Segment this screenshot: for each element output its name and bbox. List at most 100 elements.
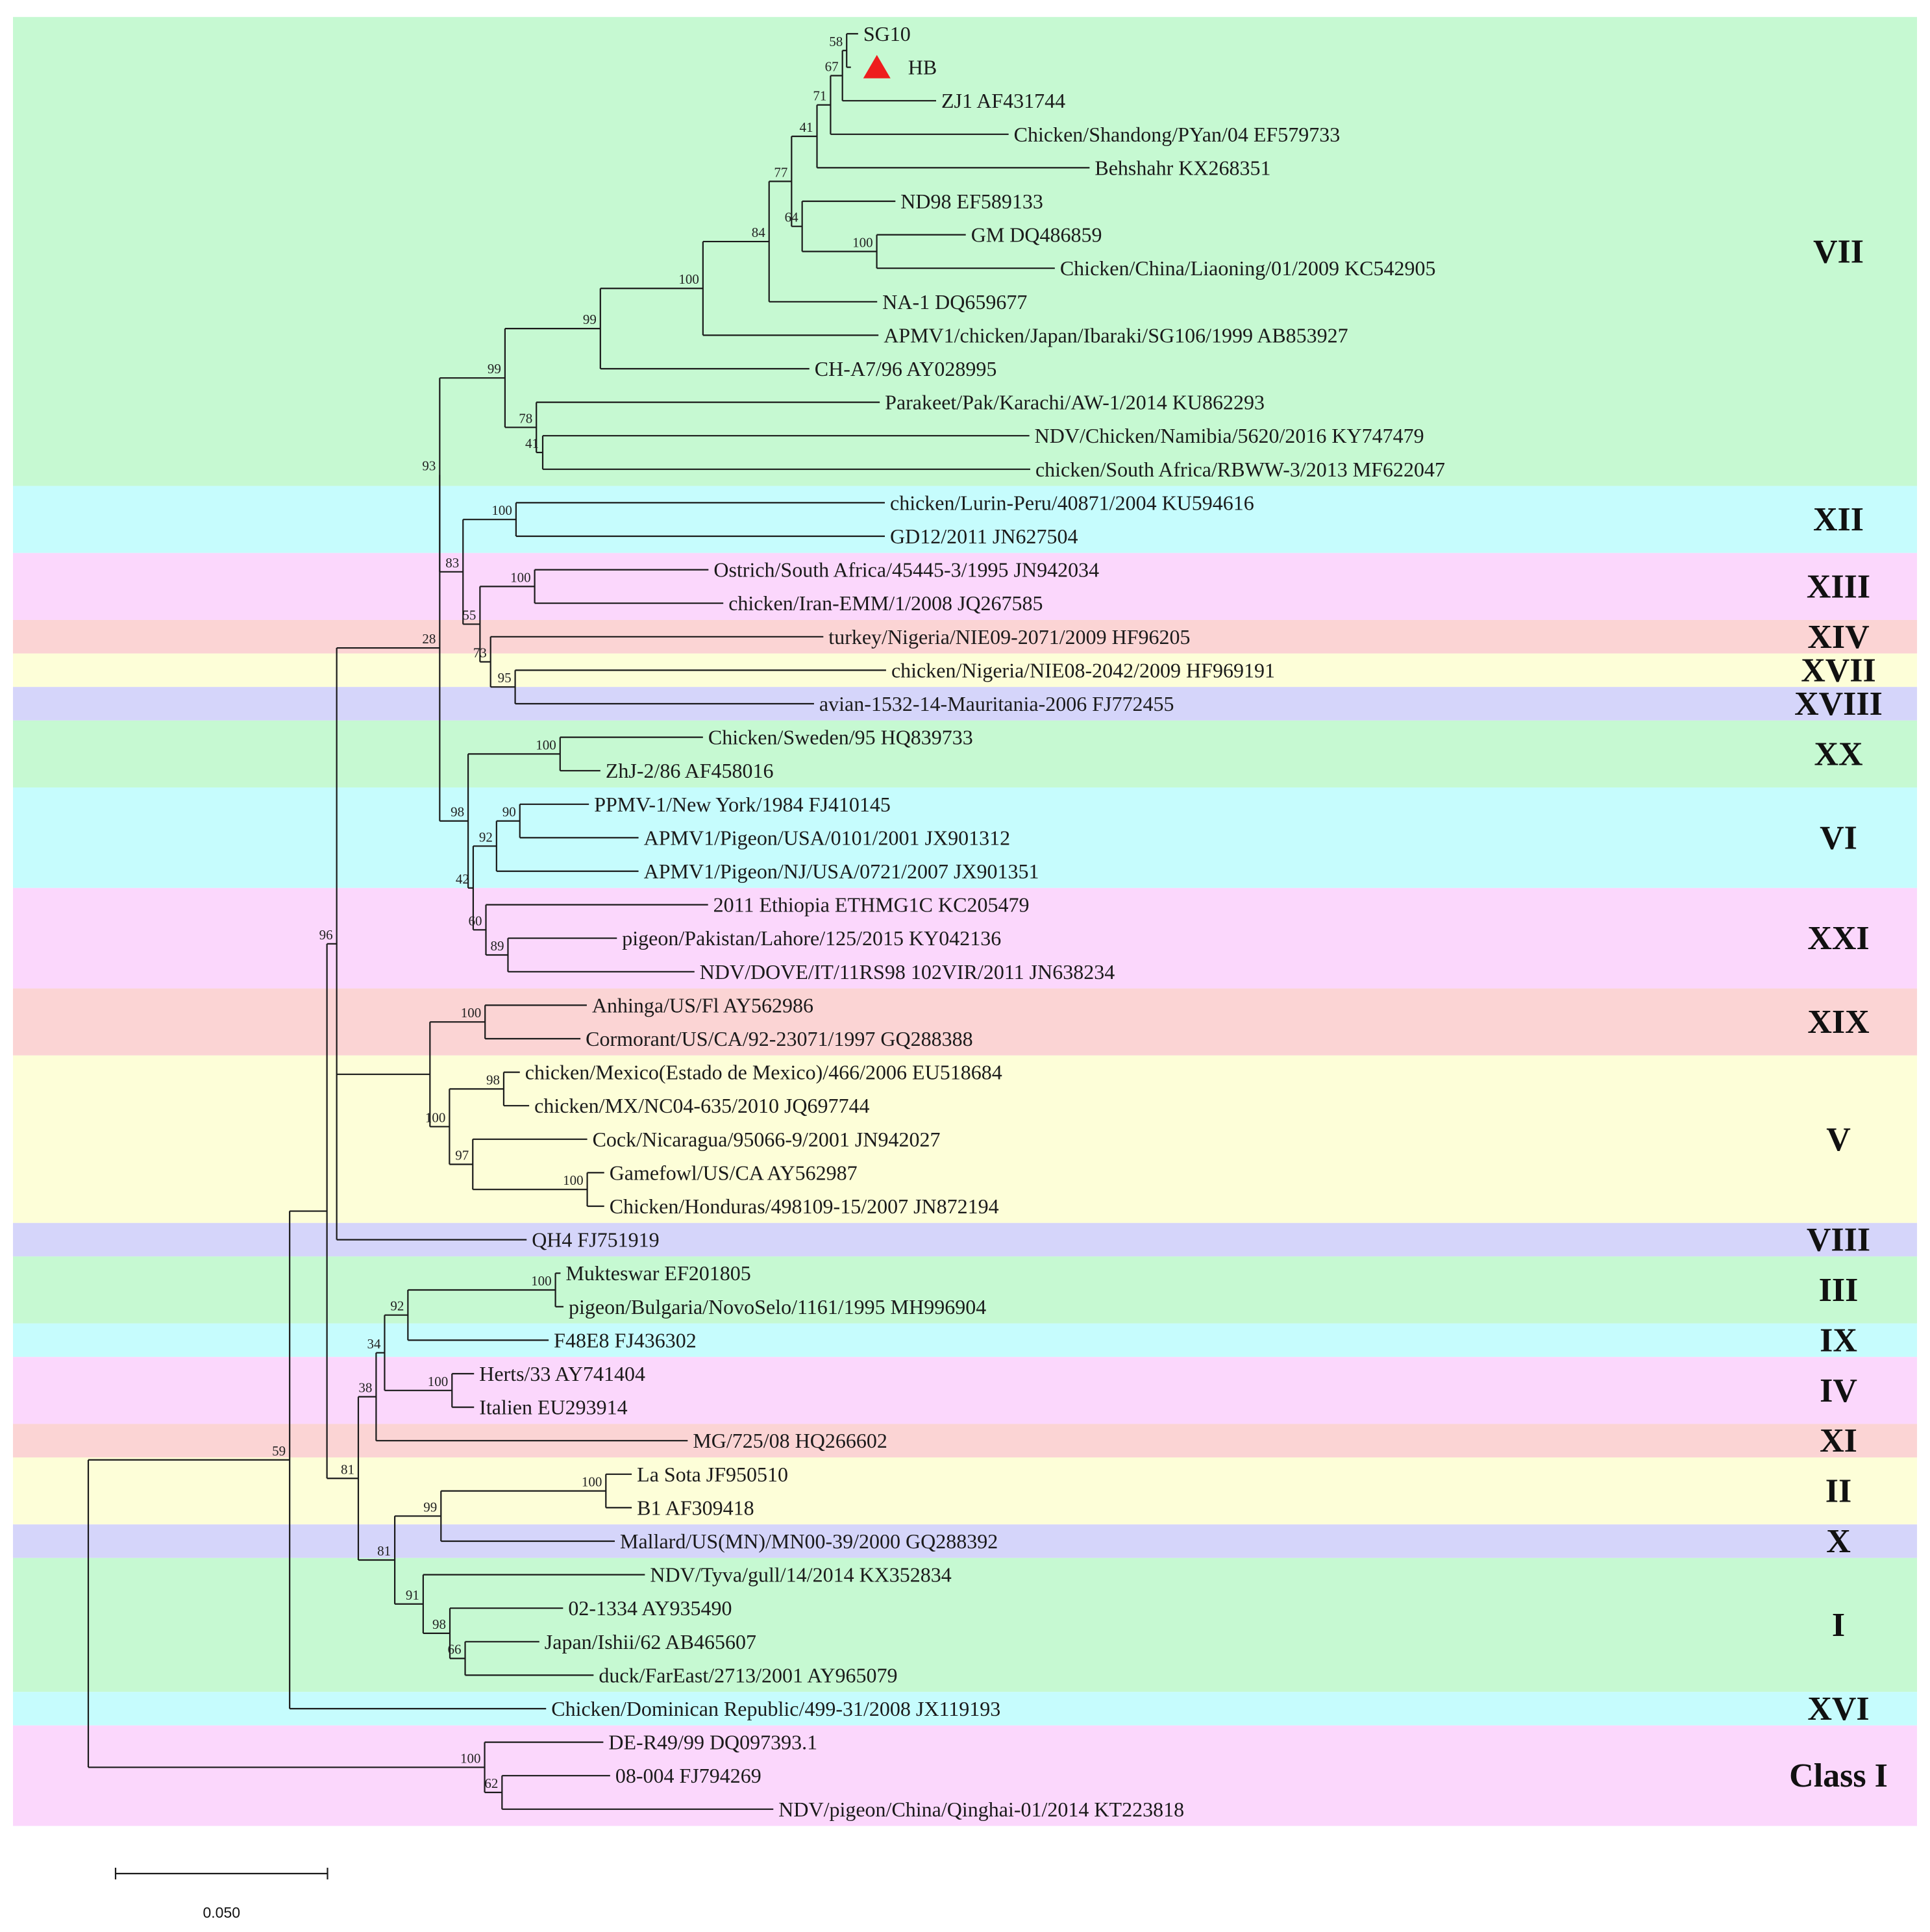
taxon-label: B1 AF309418 <box>637 1496 754 1519</box>
genotype-label: II <box>1825 1473 1851 1510</box>
taxon-label: QH4 FJ751919 <box>532 1228 659 1252</box>
genotype-label: XXI <box>1807 920 1869 957</box>
bootstrap-value: 41 <box>525 436 539 451</box>
taxon-label: DE-R49/99 DQ097393.1 <box>608 1731 817 1754</box>
bootstrap-value: 100 <box>461 1005 482 1021</box>
bootstrap-value: 92 <box>479 829 493 845</box>
genotype-label: III <box>1819 1272 1859 1309</box>
genotype-band <box>13 720 1917 787</box>
bootstrap-value: 100 <box>563 1172 584 1188</box>
bootstrap-value: 66 <box>448 1642 462 1657</box>
taxon-label: APMV1/Pigeon/NJ/USA/0721/2007 JX901351 <box>644 860 1039 883</box>
bootstrap-value: 64 <box>785 210 799 225</box>
genotype-band <box>13 1222 1917 1257</box>
bootstrap-value: 89 <box>490 938 504 954</box>
taxon-label: F48E8 FJ436302 <box>554 1328 697 1352</box>
taxon-label: MG/725/08 HQ266602 <box>693 1429 887 1452</box>
taxon-label: La Sota JF950510 <box>637 1463 788 1486</box>
genotype-band <box>13 1256 1917 1324</box>
genotype-label: X <box>1826 1523 1851 1560</box>
taxon-label: chicken/South Africa/RBWW-3/2013 MF62204… <box>1035 458 1445 481</box>
bootstrap-value: 42 <box>456 871 469 887</box>
taxon-label: chicken/Lurin-Peru/40871/2004 KU594616 <box>890 491 1254 514</box>
bootstrap-value: 77 <box>774 164 787 180</box>
taxon-label: Chicken/Dominican Republic/499-31/2008 J… <box>551 1697 1000 1720</box>
genotype-label: IX <box>1820 1322 1857 1359</box>
genotype-band <box>13 787 1917 888</box>
taxon-label: duck/FarEast/2713/2001 AY965079 <box>599 1663 897 1687</box>
bootstrap-value: 78 <box>519 410 532 426</box>
genotype-band <box>13 17 1917 486</box>
taxon-label: Parakeet/Pak/Karachi/AW-1/2014 KU862293 <box>885 391 1265 414</box>
bootstrap-value: 91 <box>406 1587 419 1603</box>
taxon-label: 2011 Ethiopia ETHMG1C KC205479 <box>713 893 1030 917</box>
bootstrap-value: 100 <box>536 737 556 752</box>
taxon-label: APMV1/chicken/Japan/Ibaraki/SG106/1999 A… <box>884 323 1348 347</box>
taxon-label: Behshahr KX268351 <box>1095 156 1270 179</box>
bootstrap-value: 34 <box>367 1336 381 1352</box>
genotype-label: XVIII <box>1794 686 1883 723</box>
genotype-band <box>13 1424 1917 1457</box>
bootstrap-value: 59 <box>272 1443 286 1459</box>
genotype-band <box>13 1524 1917 1558</box>
bootstrap-value: 73 <box>473 645 487 661</box>
bootstrap-value: 99 <box>583 312 597 327</box>
taxon-label: chicken/Iran-EMM/1/2008 JQ267585 <box>728 591 1043 615</box>
genotype-band <box>13 1323 1917 1357</box>
taxon-label: turkey/Nigeria/NIE09-2071/2009 HF96205 <box>828 625 1190 649</box>
genotype-label: V <box>1826 1121 1851 1158</box>
bootstrap-value: 98 <box>451 804 464 820</box>
genotype-label: IV <box>1820 1372 1857 1409</box>
taxon-label: Herts/33 AY741404 <box>479 1362 645 1385</box>
genotype-bands <box>13 17 1917 1826</box>
genotype-label: XIII <box>1807 568 1870 605</box>
taxon-label: Cock/Nicaragua/95066-9/2001 JN942027 <box>593 1128 941 1151</box>
scale-bar-label: 0.050 <box>203 1904 240 1921</box>
bootstrap-value: 81 <box>341 1461 354 1477</box>
bootstrap-value: 100 <box>531 1273 552 1289</box>
bootstrap-value: 100 <box>428 1374 449 1389</box>
taxon-label: ND98 EF589133 <box>900 190 1043 213</box>
bootstrap-value: 55 <box>462 607 476 623</box>
taxon-label: GM DQ486859 <box>971 223 1102 247</box>
taxon-label: Mukteswar EF201805 <box>565 1261 750 1285</box>
bootstrap-value: 67 <box>825 59 839 75</box>
bootstrap-value: 100 <box>510 569 531 585</box>
genotype-label: XIV <box>1807 619 1869 656</box>
bootstrap-value: 100 <box>678 271 699 287</box>
taxon-label: Chicken/Sweden/95 HQ839733 <box>708 726 973 749</box>
bootstrap-values: 5996289399991008477417167586410078418310… <box>272 34 872 1791</box>
genotype-band <box>13 1557 1917 1692</box>
red-triangle-icon <box>863 55 891 79</box>
taxon-label: APMV1/Pigeon/USA/0101/2001 JX901312 <box>644 826 1011 849</box>
taxon-label: PPMV-1/New York/1984 FJ410145 <box>594 793 891 816</box>
taxon-label: chicken/Mexico(Estado de Mexico)/466/200… <box>525 1061 1002 1084</box>
taxon-label: ZhJ-2/86 AF458016 <box>606 759 774 782</box>
taxon-label: chicken/Nigeria/NIE08-2042/2009 HF969191 <box>891 658 1275 682</box>
genotype-band <box>13 653 1917 687</box>
bootstrap-value: 38 <box>358 1380 372 1395</box>
genotype-band <box>13 552 1917 620</box>
bootstrap-value: 90 <box>502 804 516 820</box>
taxon-label: pigeon/Bulgaria/NovoSelo/1161/1995 MH996… <box>569 1295 986 1319</box>
taxon-label: NDV/DOVE/IT/11RS98 102VIR/2011 JN638234 <box>700 960 1115 984</box>
genotype-band <box>13 1725 1917 1826</box>
genotype-label: VI <box>1820 819 1857 856</box>
taxon-label: avian-1532-14-Mauritania-2006 FJ772455 <box>819 692 1174 715</box>
genotype-label: Class I <box>1789 1757 1888 1794</box>
bootstrap-value: 28 <box>422 631 436 647</box>
taxon-label: Anhinga/US/Fl AY562986 <box>592 993 813 1017</box>
bootstrap-value: 98 <box>432 1616 446 1632</box>
taxon-label: NDV/pigeon/China/Qinghai-01/2014 KT22381… <box>778 1798 1184 1821</box>
taxon-label: CH-A7/96 AY028995 <box>815 357 997 380</box>
bootstrap-value: 100 <box>425 1109 446 1125</box>
bootstrap-value: 100 <box>852 234 873 250</box>
taxon-label: chicken/MX/NC04-635/2010 JQ697744 <box>534 1094 869 1117</box>
genotype-band <box>13 1357 1917 1424</box>
bootstrap-value: 100 <box>460 1750 481 1766</box>
bootstrap-value: 83 <box>445 555 459 571</box>
bootstrap-value: 95 <box>498 670 512 686</box>
taxon-label: NDV/Tyva/gull/14/2014 KX352834 <box>650 1563 951 1587</box>
genotype-label: XX <box>1814 736 1862 773</box>
